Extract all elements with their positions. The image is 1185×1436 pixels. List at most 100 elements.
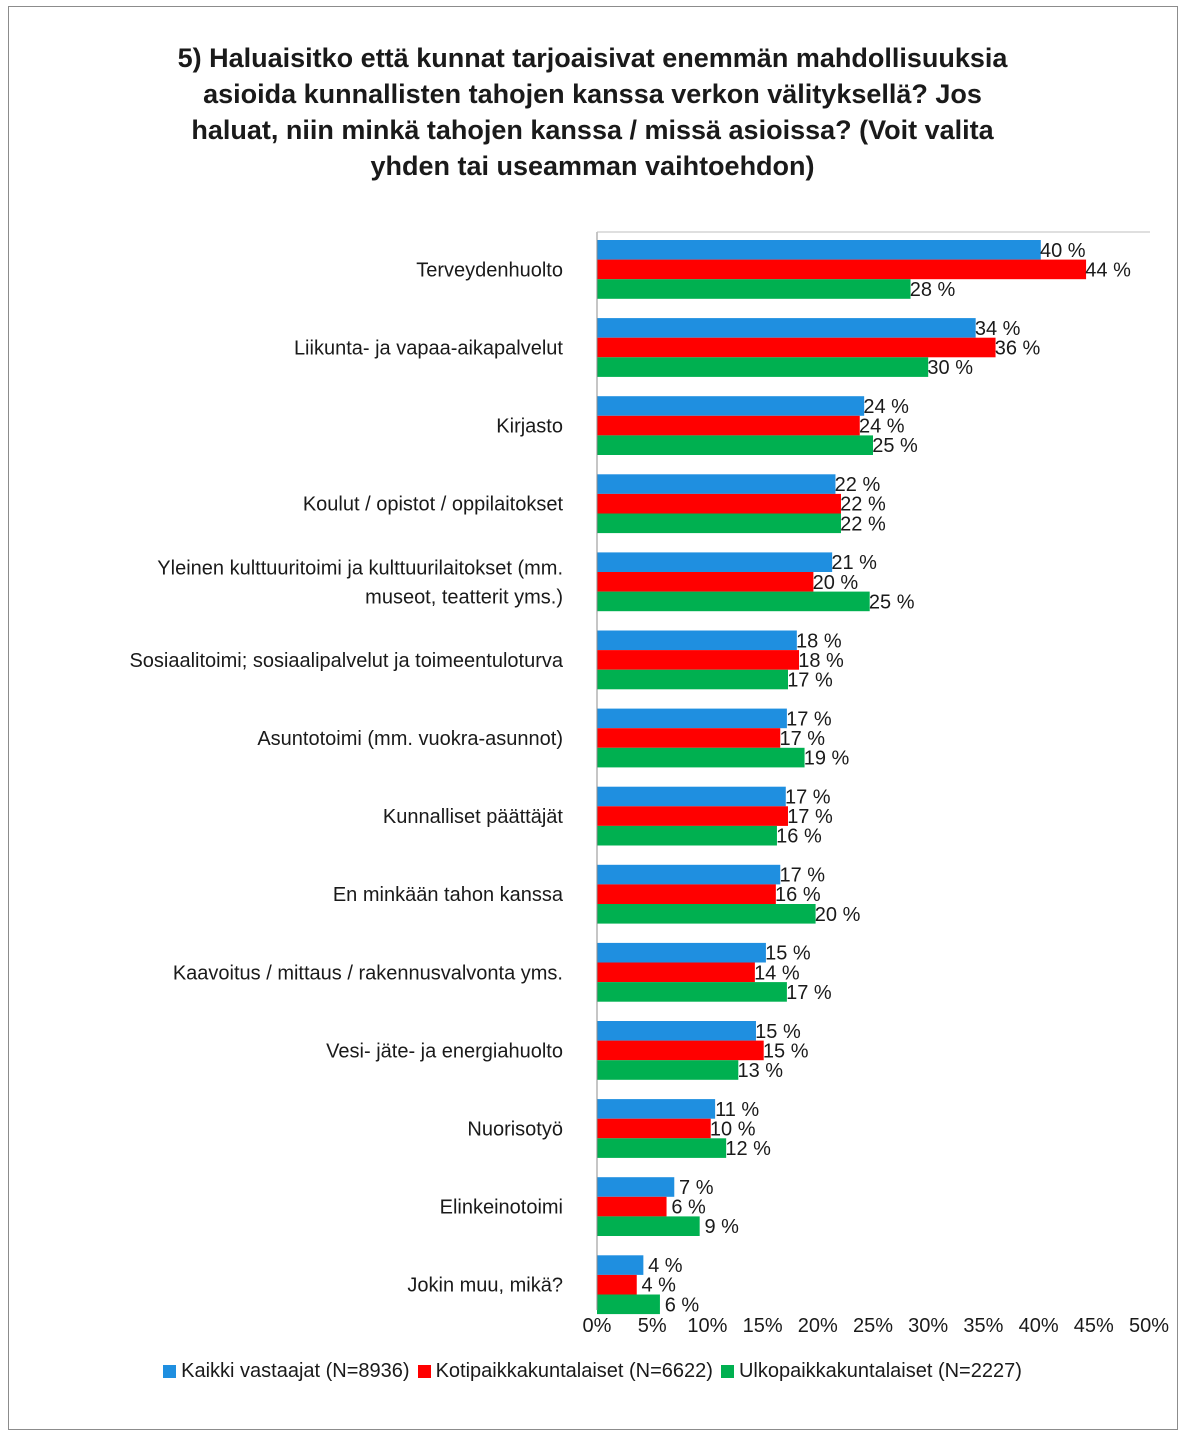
legend-swatch (163, 1364, 177, 1378)
category-label: Yleinen kulttuuritoimi ja kulttuurilaito… (157, 557, 563, 579)
bar (597, 825, 777, 846)
data-label: 17 % (779, 865, 825, 887)
data-label: 34 % (975, 318, 1021, 340)
chart-title-line: yhden tai useamman vaihtoehdon) (370, 151, 815, 181)
data-label: 20 % (813, 572, 859, 594)
data-label: 17 % (779, 728, 825, 750)
data-label: 18 % (796, 630, 842, 652)
x-tick-label: 20% (798, 1315, 838, 1337)
bar (597, 240, 1041, 260)
chart-title-line: asioida kunnallisten tahojen kanssa verk… (203, 79, 982, 109)
data-label: 18 % (798, 650, 844, 672)
chart-legend: Kaikki vastaajat (N=8936) Kotipaikkakunt… (0, 1356, 1185, 1386)
data-label: 17 % (786, 708, 832, 730)
data-label: 13 % (738, 1060, 784, 1082)
data-label: 9 % (704, 1216, 739, 1238)
data-label: 11 % (715, 1099, 759, 1121)
category-label: Elinkeinotoimi (440, 1197, 563, 1219)
legend-item: Kaikki vastaajat (N=8936) (163, 1359, 410, 1383)
category-label: Kirjasto (496, 416, 563, 438)
category-label: Kunnalliset päättäjät (383, 806, 564, 828)
bar (597, 942, 766, 963)
bar (597, 591, 870, 612)
bar (597, 708, 787, 729)
data-label: 15 % (755, 1021, 801, 1043)
data-label: 28 % (910, 279, 956, 301)
data-label: 24 % (859, 416, 905, 438)
bar (597, 572, 814, 592)
legend-label: Kaikki vastaajat (N=8936) (181, 1359, 410, 1382)
bar (597, 1216, 700, 1236)
data-label: 20 % (815, 904, 861, 926)
bar (597, 493, 841, 514)
data-label: 17 % (786, 982, 832, 1004)
data-label: 22 % (840, 513, 886, 535)
bar (597, 1255, 644, 1275)
bar (597, 337, 996, 358)
bar (597, 669, 788, 690)
data-label: 6 % (671, 1197, 706, 1219)
x-tick-label: 50% (1129, 1315, 1169, 1337)
bar (597, 396, 865, 416)
bar-chart-plot: 0% 5% 10% 15% 20% 25% 30% 35% 40% 45% 50% 40 %44 % 2… (129, 231, 1169, 1337)
data-label: 40 % (1040, 240, 1086, 262)
bar (597, 1118, 711, 1139)
bar (597, 1060, 739, 1080)
legend-swatch (417, 1364, 431, 1378)
category-label: Liikunta- ja vapaa-aikapalvelut (294, 338, 563, 360)
category-label: En minkään tahon kanssa (333, 884, 564, 906)
category-label: Terveydenhuolto (416, 259, 563, 281)
category-label: Jokin muu, mikä? (407, 1275, 563, 1297)
data-label: 4 % (648, 1255, 683, 1277)
x-tick-label: 25% (853, 1315, 893, 1337)
data-label: 30 % (927, 357, 973, 379)
bar (597, 318, 976, 338)
bar (597, 1294, 660, 1315)
data-label: 17 % (787, 670, 833, 692)
bar (597, 1274, 637, 1295)
x-tick-label: 10% (687, 1315, 727, 1337)
bar (597, 630, 797, 651)
chart-title-line: 5) Haluaisitko että kunnat tarjoaisivat … (177, 43, 1008, 73)
data-label: 25 % (869, 591, 915, 613)
data-label: 21 % (831, 552, 877, 574)
bar (597, 1021, 756, 1041)
bar (597, 728, 781, 748)
bar (597, 1099, 716, 1119)
data-label: 19 % (804, 748, 850, 770)
x-tick-label: 15% (743, 1315, 783, 1337)
legend-label: Ulkopaikkakuntalaiset (N=2227) (738, 1359, 1022, 1382)
data-label: 22 % (840, 494, 886, 516)
bar (597, 1196, 667, 1217)
chart-title: 5) Haluaisitko että kunnat tarjoaisivat … (0, 40, 1185, 184)
data-label: 24 % (863, 396, 909, 418)
data-label: 16 % (775, 884, 821, 906)
data-label: 4 % (642, 1275, 677, 1297)
bar (597, 806, 788, 826)
legend-swatch (720, 1364, 734, 1378)
category-label: Sosiaalitoimi; sosiaalipalvelut ja toime… (129, 650, 563, 672)
x-tick-label: 45% (1074, 1315, 1114, 1337)
data-label: 16 % (776, 826, 822, 848)
legend-item: Kotipaikkakuntalaiset (N=6622) (417, 1360, 713, 1383)
bar (597, 415, 860, 436)
bar (597, 474, 836, 494)
category-label: museot, teatterit yms.) (365, 586, 563, 608)
bar (597, 962, 755, 983)
data-label: 12 % (725, 1138, 771, 1160)
bar (597, 904, 816, 924)
bar (597, 513, 841, 534)
bar (597, 1138, 727, 1158)
bar (597, 1040, 764, 1061)
category-label: Nuorisotyö (467, 1119, 563, 1141)
bar (597, 552, 833, 572)
bar (597, 1177, 675, 1197)
x-tick-label: 5% (638, 1315, 667, 1337)
data-label: 22 % (835, 474, 881, 496)
bar (597, 982, 787, 1002)
data-label: 44 % (1085, 259, 1131, 281)
data-label: 10 % (710, 1119, 756, 1141)
x-tick-label: 0% (583, 1315, 612, 1337)
x-tick-label: 40% (1019, 1315, 1059, 1337)
bar (597, 435, 873, 455)
